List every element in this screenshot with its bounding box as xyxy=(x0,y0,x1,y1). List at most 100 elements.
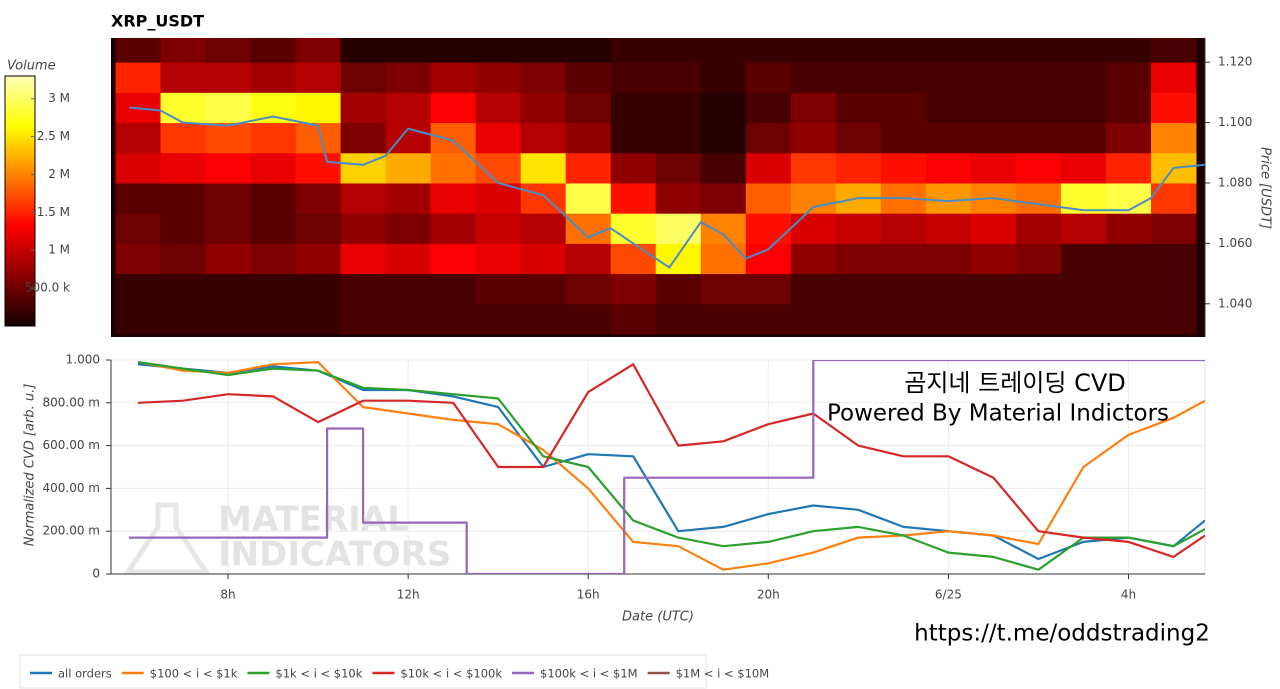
heatmap-cell xyxy=(1105,182,1152,214)
heatmap-cell xyxy=(790,152,837,184)
heatmap-cell xyxy=(700,62,747,93)
heatmap-cell xyxy=(1060,243,1107,275)
heatmap-cells xyxy=(115,38,1197,335)
heatmap-cell xyxy=(700,303,747,335)
heatmap-cell xyxy=(745,182,792,214)
heatmap-cell xyxy=(475,213,522,244)
heatmap-cell xyxy=(925,213,972,244)
heatmap-cell xyxy=(340,38,387,63)
y-tick-label: 1.100 xyxy=(1218,115,1252,129)
heatmap-cell xyxy=(790,122,837,154)
heatmap-cell xyxy=(340,243,387,275)
heatmap-cell xyxy=(520,303,567,335)
x-axis-label: Date (UTC) xyxy=(622,610,694,625)
heatmap-cell xyxy=(970,38,1017,63)
y-tick-label: 1.040 xyxy=(1218,296,1252,310)
heatmap-cell xyxy=(565,152,612,184)
heatmap-cell xyxy=(835,243,882,275)
heatmap-cell xyxy=(610,152,657,184)
heatmap-cell xyxy=(880,273,927,305)
heatmap-cell xyxy=(1105,303,1152,335)
heatmap-cell xyxy=(295,38,342,63)
heatmap-cell xyxy=(880,303,927,335)
heatmap-cell xyxy=(340,303,387,335)
heatmap-cell xyxy=(610,273,657,305)
heatmap-cell xyxy=(205,213,252,244)
heatmap-cell xyxy=(340,122,387,154)
y-tick-label: 0 xyxy=(92,567,100,581)
heatmap-cell xyxy=(475,62,522,93)
heatmap-cell xyxy=(880,213,927,244)
heatmap-cell xyxy=(1105,122,1152,154)
heatmap-cell xyxy=(925,273,972,305)
heatmap-cell xyxy=(700,273,747,305)
heatmap-cell xyxy=(115,152,162,184)
heatmap-cell xyxy=(1105,152,1152,184)
heatmap-cell xyxy=(610,62,657,93)
heatmap-cell xyxy=(475,38,522,63)
heatmap-cell xyxy=(1060,273,1107,305)
cvd-line xyxy=(137,363,1205,558)
heatmap-cell xyxy=(430,213,477,244)
heatmap-cell xyxy=(970,243,1017,275)
heatmap-cell xyxy=(295,62,342,93)
heatmap-cell xyxy=(1015,182,1062,214)
heatmap-cell xyxy=(610,303,657,335)
heatmap-cell xyxy=(250,152,297,184)
heatmap-cell xyxy=(385,38,432,63)
legend-label: $1M < i < $10M xyxy=(676,667,770,681)
heatmap-cell xyxy=(385,303,432,335)
colorbar-tick-label: 3 M xyxy=(48,91,70,105)
heatmap-cell xyxy=(475,122,522,154)
colorbar xyxy=(4,75,36,327)
chart-title: XRP_USDT xyxy=(111,12,204,31)
watermark-text: INDICATORS xyxy=(218,535,451,575)
heatmap-cell xyxy=(115,303,162,335)
heatmap-cell xyxy=(1105,92,1152,124)
heatmap-cell xyxy=(790,273,837,305)
heatmap-cell xyxy=(250,62,297,93)
heatmap-cell xyxy=(925,303,972,335)
heatmap-cell xyxy=(295,92,342,124)
heatmap-cell xyxy=(835,273,882,305)
heatmap-cell xyxy=(1150,273,1197,305)
x-tick-label: 8h xyxy=(220,588,235,602)
heatmap-cell xyxy=(205,152,252,184)
legend-label: $100 < i < $1k xyxy=(150,667,238,681)
heatmap-cell xyxy=(1060,303,1107,335)
heatmap-cell xyxy=(790,243,837,275)
heatmap-cell xyxy=(115,273,162,305)
heatmap-cell xyxy=(520,273,567,305)
heatmap-cell xyxy=(115,213,162,244)
heatmap-cell xyxy=(970,92,1017,124)
heatmap-cell xyxy=(340,182,387,214)
heatmap-cell xyxy=(1150,38,1197,63)
heatmap-cell xyxy=(565,182,612,214)
heatmap-cell xyxy=(745,122,792,154)
heatmap-cell xyxy=(430,182,477,214)
heatmap-cell xyxy=(430,122,477,154)
heatmap-cell xyxy=(295,182,342,214)
watermark-icon xyxy=(123,502,211,575)
heatmap-cell xyxy=(1015,62,1062,93)
y-tick-label: 800.00 m xyxy=(43,395,101,409)
heatmap-cell xyxy=(295,152,342,184)
price-line xyxy=(128,106,1205,269)
cvd-line xyxy=(137,361,1205,571)
heatmap-cell xyxy=(250,213,297,244)
heatmap-cell xyxy=(520,122,567,154)
heatmap-cell xyxy=(385,273,432,305)
heatmap-cell xyxy=(1150,303,1197,335)
heatmap-cell xyxy=(1015,122,1062,154)
legend-label: $1k < i < $10k xyxy=(275,667,362,681)
heatmap-cell xyxy=(745,38,792,63)
annotation: Powered By Material Indictors xyxy=(827,401,1169,427)
heatmap-cell xyxy=(835,152,882,184)
y-tick-label: 1.000 xyxy=(66,353,100,367)
heatmap-cell xyxy=(430,273,477,305)
heatmap-cell xyxy=(610,122,657,154)
heatmap-cell xyxy=(655,62,702,93)
x-tick-label: 20h xyxy=(757,588,780,602)
heatmap-cell xyxy=(1105,62,1152,93)
